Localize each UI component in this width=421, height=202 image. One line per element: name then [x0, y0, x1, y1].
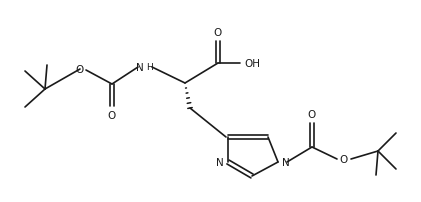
Text: H: H	[147, 62, 153, 71]
Text: N: N	[136, 63, 144, 73]
Text: O: O	[308, 109, 316, 119]
Text: O: O	[76, 65, 84, 75]
Text: N: N	[282, 157, 290, 167]
Text: O: O	[214, 28, 222, 38]
Text: OH: OH	[244, 59, 260, 69]
Text: N: N	[216, 157, 224, 167]
Text: O: O	[340, 154, 348, 164]
Text: O: O	[108, 110, 116, 120]
